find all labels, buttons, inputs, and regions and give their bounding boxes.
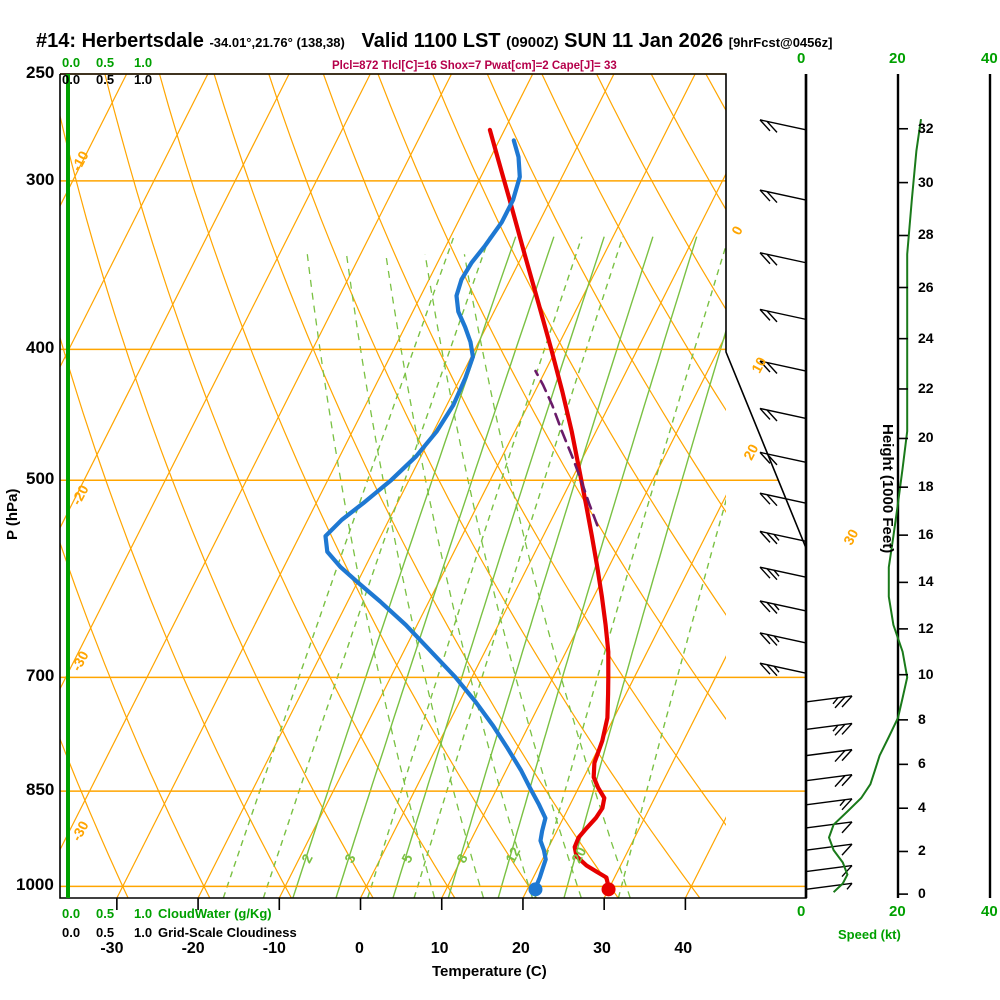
mixing-ratio-2	[292, 236, 517, 898]
page-title: #14: Herbertsdale -34.01°,21.76° (138,38…	[36, 30, 832, 53]
wind-barb-21	[759, 119, 807, 133]
isotherm--40	[60, 74, 453, 852]
station-name: Herbertsdale	[81, 30, 204, 52]
wind-barb-2	[805, 843, 853, 856]
height-axis-ticks	[898, 127, 908, 895]
mixing-ratio-5	[392, 236, 605, 898]
wind-barb-10	[759, 632, 807, 646]
isotherm--60	[60, 74, 290, 530]
isotherm-40	[684, 816, 726, 898]
wind-barb-19	[759, 252, 807, 266]
wind-barb-17	[759, 360, 807, 374]
isotherm-20	[522, 494, 726, 898]
mixing-ratio-8	[447, 236, 654, 898]
plot-frame	[59, 73, 807, 899]
mixing-ratio-1	[222, 236, 455, 898]
saturated-adiabat-14	[345, 254, 485, 898]
isotherm--50	[60, 74, 371, 691]
temperature-marker	[601, 882, 616, 897]
isotherm-0	[359, 172, 726, 898]
dry-adiabat-90	[541, 74, 726, 412]
saturated-adiabat-8	[306, 254, 436, 898]
station-id: #14:	[36, 30, 77, 52]
cloudwater-axis-label: CloudWater (g/Kg)	[158, 906, 272, 921]
saturated-adiabat-32	[463, 254, 631, 898]
mixing-ratio-3	[335, 236, 555, 898]
temperature-axis-label: Temperature (C)	[432, 963, 547, 980]
wind-barb-6	[805, 748, 853, 763]
dry-adiabat--10	[60, 335, 292, 898]
wind-barb-8	[805, 695, 853, 709]
curve-parcel	[534, 369, 599, 527]
temperature-axis-ticks	[116, 898, 687, 910]
dry-adiabat-10	[104, 74, 456, 898]
wind-barb-20	[759, 189, 807, 204]
isotherm--20	[197, 74, 615, 898]
speed-axis-label: Speed (kt)	[838, 927, 901, 942]
surface-markers	[528, 882, 616, 897]
wind-barb-11	[759, 600, 807, 614]
dewpoint-marker	[528, 882, 543, 897]
isotherm-10	[441, 333, 726, 898]
dry-adiabat-20	[158, 74, 537, 898]
mixing-ratio-20	[563, 328, 726, 898]
mixing-ratio-12	[497, 236, 698, 898]
wind-barb-12	[759, 566, 807, 581]
curve-temperature	[487, 127, 611, 895]
dry-adiabat-80	[486, 74, 726, 513]
cloudiness-axis-label: Grid-Scale Cloudiness	[158, 925, 297, 940]
mixing-ratio-1.5	[262, 236, 491, 898]
dry-adiabat-50	[322, 74, 726, 826]
isotherm--10	[278, 74, 696, 898]
valid-utc: (0900Z)	[506, 34, 559, 51]
wind-barb-7	[805, 722, 853, 736]
dry-adiabat-60	[377, 74, 726, 721]
mixing-ratio-30	[617, 498, 726, 898]
station-coords: -34.01°,21.76° (138,38)	[209, 35, 345, 50]
wind-speed-curve	[827, 118, 922, 893]
wind-barb-15	[759, 451, 807, 466]
wind-speed-profile	[827, 118, 922, 893]
wind-barb-18	[759, 308, 807, 323]
wind-barb-3	[805, 821, 853, 834]
isobar-lines	[60, 73, 806, 888]
height-axis-label: Height (1000 Feet)	[879, 424, 896, 554]
wind-barbs	[759, 119, 853, 891]
dry-adiabat-120	[705, 74, 726, 112]
dry-adiabat-30	[213, 74, 619, 898]
wind-barb-14	[759, 492, 807, 507]
forecast-tag: [9hrFcst@0456z]	[728, 35, 833, 50]
wind-barb-13	[759, 530, 807, 545]
saturated-adiabat-26	[424, 254, 582, 898]
dry-adiabat-130	[761, 74, 1000, 639]
mixing-ratio-16	[534, 243, 726, 898]
mixing-ratio-4	[367, 236, 583, 898]
wind-barb-9	[759, 662, 807, 677]
sounding-curves	[323, 127, 611, 895]
wind-panel	[804, 74, 992, 898]
valid-time: Valid 1100 LST	[361, 30, 501, 52]
valid-date: SUN 11 Jan 2026	[564, 30, 724, 52]
dry-adiabat-100	[596, 74, 726, 311]
wind-barb-16	[759, 407, 807, 422]
dry-adiabat-40	[268, 74, 701, 898]
saturated-adiabat-20	[385, 254, 534, 898]
pressure-axis-label: P (hPa)	[4, 488, 21, 540]
dry-adiabat-70	[432, 74, 726, 616]
wind-barb-5	[805, 774, 853, 788]
isotherm-30	[603, 655, 726, 898]
curve-dewpoint	[323, 138, 548, 895]
isotherm--30	[116, 74, 534, 898]
wind-barb-4	[805, 798, 853, 811]
wind-barb-0	[805, 882, 853, 891]
dry-adiabat-0	[60, 113, 374, 898]
dry-adiabat-160	[924, 74, 1000, 483]
dry-adiabat--20	[60, 541, 211, 898]
isotherm--70	[60, 74, 209, 369]
stability-indices: Plcl=872 Tlcl[C]=16 Shox=7 Pwat[cm]=2 Ca…	[332, 60, 617, 72]
dry-adiabat--30	[60, 737, 129, 898]
